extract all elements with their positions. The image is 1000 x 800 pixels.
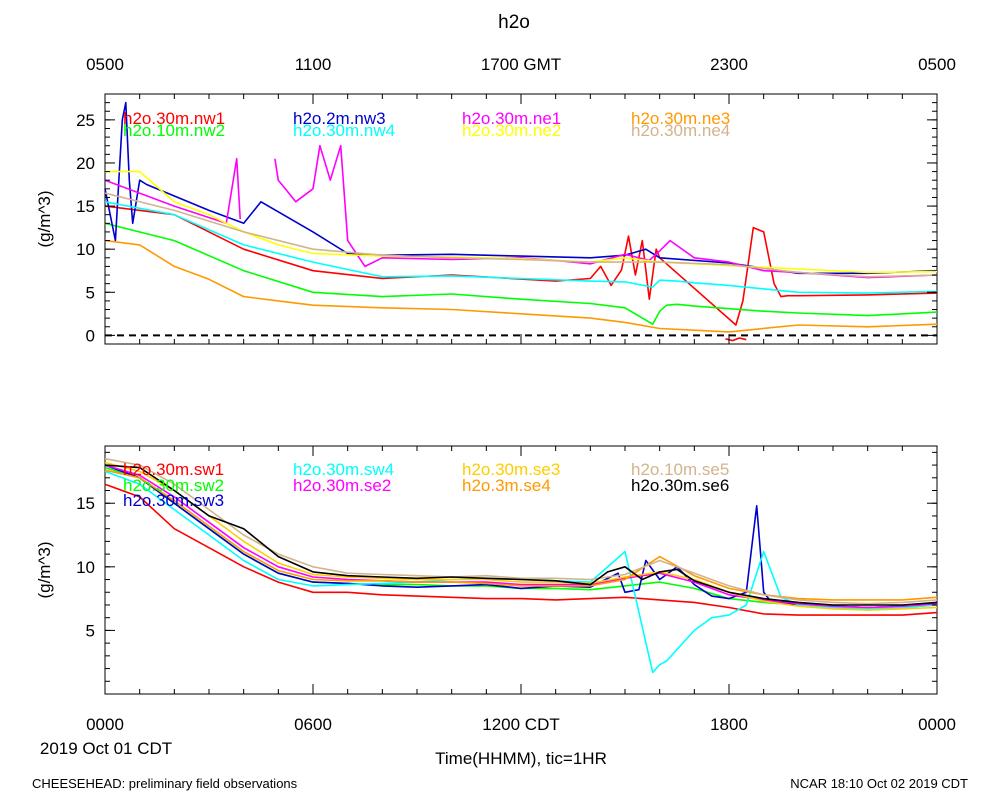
- top-panel-series: [104, 101, 938, 342]
- series-line-h2o-30m-nw1: [104, 205, 938, 326]
- legend-entry: h2o.10m.se5: [631, 460, 729, 479]
- legend-entry: h2o.30m.sw1: [123, 460, 224, 479]
- date-label: 2019 Oct 01 CDT: [40, 739, 172, 758]
- bottom-panel-series: [104, 457, 938, 674]
- series-line-h2o-30m-ne1: [274, 144, 938, 279]
- top-panel-legend: h2o.30m.nw1h2o.10m.nw2h2o.2m.nw3h2o.30m.…: [123, 109, 730, 140]
- chart-title: h2o: [498, 12, 530, 33]
- series-line-h2o-30m-nw4: [104, 201, 938, 294]
- legend-entry: h2o.30m.nw1: [123, 109, 225, 128]
- top-x-tick-label: 1100: [295, 55, 332, 74]
- series-line-h2o-3m-se4: [104, 469, 938, 601]
- legend-entry: h2o.30m.se3: [462, 460, 560, 479]
- legend-entry: h2o.30m.ne2: [462, 121, 561, 140]
- legend-entry: h2o.30m.se6: [631, 476, 729, 495]
- y-tick-label: 5: [86, 621, 95, 640]
- legend-entry: h2o.30m.ne3: [631, 109, 730, 128]
- footer-left: CHEESEHEAD: preliminary field observatio…: [32, 776, 298, 791]
- y-tick-label: 10: [76, 558, 95, 577]
- y-tick-label: 20: [76, 154, 95, 173]
- y-tick-label: 10: [76, 240, 95, 259]
- footer-right: NCAR 18:10 Oct 02 2019 CDT: [790, 776, 968, 791]
- top-x-tick-label: 2300: [710, 55, 748, 74]
- top-panel-x-ticks: [104, 94, 938, 344]
- series-line-h2o-30m-se2: [104, 464, 938, 609]
- bottom-x-tick-label: 1200 CDT: [482, 715, 559, 734]
- series-line-h2o-30m-ne4: [104, 192, 938, 278]
- legend-entry: h2o.3m.se4: [462, 476, 551, 495]
- top-axis-ticks: 0500 1100 1700 GMT 2300 0500: [86, 55, 956, 74]
- y-tick-label: 15: [76, 494, 95, 513]
- series-line-h2o-30m-sw4: [104, 470, 938, 674]
- top-panel: 0 5 10 15 20 25 (g/m^3) h2o.30m.nw1h2o.10m.nw…: [35, 93, 938, 345]
- series-line-h2o-30m-se3: [104, 461, 938, 611]
- legend-entry: h2o.30m.se2: [293, 476, 391, 495]
- bottom-panel-y-ticks: 5 10 15: [76, 451, 937, 695]
- top-x-tick-label: 0500: [86, 55, 124, 74]
- top-panel-y-ticks: 0 5 10 15 20 25: [76, 93, 937, 345]
- bottom-x-tick-label: 1800: [710, 715, 748, 734]
- top-x-tick-label: 1700 GMT: [481, 55, 561, 74]
- series-line-h2o-30m-sw1: [104, 483, 938, 616]
- series-line-h2o-30m-se6: [104, 464, 938, 606]
- series-line-h2o-10m-nw2: [104, 222, 938, 326]
- legend-entry: h2o.30m.ne1: [462, 109, 561, 128]
- legend-entry: h2o.30m.ne4: [631, 121, 730, 140]
- series-line-h2o-2m-nw3: [104, 101, 938, 275]
- legend-entry: h2o.30m.sw3: [123, 491, 224, 510]
- bottom-axis-ticks: 0000 0600 1200 CDT 1800 0000: [86, 715, 956, 734]
- bottom-x-tick-label: 0000: [86, 715, 124, 734]
- top-x-tick-label: 0500: [918, 55, 956, 74]
- bottom-x-tick-label: 0600: [294, 715, 332, 734]
- legend-entry: h2o.30m.nw4: [293, 121, 395, 140]
- top-panel-ylabel: (g/m^3): [35, 190, 54, 247]
- bottom-x-tick-label: 0000: [918, 715, 956, 734]
- legend-entry: h2o.2m.nw3: [293, 109, 386, 128]
- bottom-panel-ylabel: (g/m^3): [35, 541, 54, 598]
- y-tick-label: 0: [86, 326, 95, 345]
- series-line-h2o-10m-se5: [104, 457, 938, 605]
- y-tick-label: 15: [76, 197, 95, 216]
- legend-entry: h2o.30m.sw2: [123, 476, 224, 495]
- series-line-h2o-30m-ne3: [104, 239, 938, 333]
- y-tick-label: 25: [76, 111, 95, 130]
- legend-entry: h2o.30m.sw4: [293, 460, 394, 479]
- y-tick-label: 5: [86, 283, 95, 302]
- bottom-panel-x-ticks: [104, 446, 938, 694]
- x-axis-label: Time(HHMM), tic=1HR: [435, 749, 607, 768]
- legend-entry: h2o.10m.nw2: [123, 121, 225, 140]
